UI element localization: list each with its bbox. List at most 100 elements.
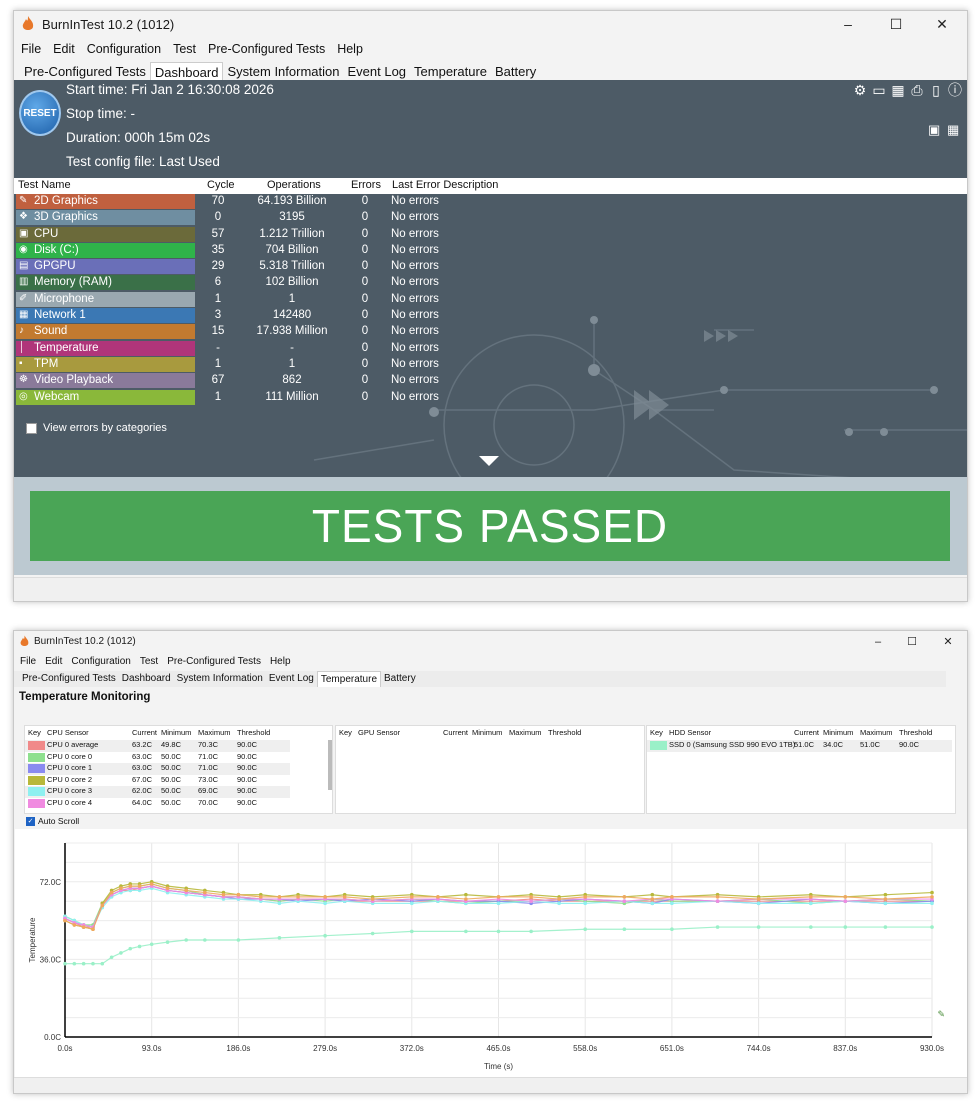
- menu-preconfigured-tests[interactable]: Pre-Configured Tests: [208, 42, 326, 56]
- test-operations: 3195: [279, 211, 305, 224]
- menu-edit[interactable]: Edit: [53, 42, 75, 56]
- save-icon[interactable]: ▦: [891, 82, 905, 98]
- series-point-4: [883, 901, 888, 906]
- window-view-icon[interactable]: ▣: [928, 122, 941, 137]
- menu-edit[interactable]: Edit: [45, 656, 63, 667]
- sensor-row[interactable]: SSD 0 (Samsung SSD 990 EVO 1TB) 51.0C 34.0…: [647, 740, 952, 752]
- test-row[interactable]: ❖ 3D Graphics 0 3195 0 No errors: [14, 210, 967, 226]
- tab-preconfigured-tests[interactable]: Pre-Configured Tests: [24, 64, 146, 79]
- col-last-error[interactable]: Last Error Description: [392, 179, 499, 191]
- help-icon[interactable]: ⓘ: [948, 82, 962, 98]
- tab-system-information[interactable]: System Information: [227, 64, 340, 79]
- minimize-button[interactable]: –: [874, 636, 882, 648]
- menu-test[interactable]: Test: [139, 656, 159, 667]
- series-point-6: [529, 895, 533, 899]
- view-errors-toggle[interactable]: View errors by categories: [26, 422, 167, 434]
- tab-battery[interactable]: Battery: [495, 64, 537, 79]
- sensor-row[interactable]: CPU 0 core 3 62.0C 50.0C 69.0C 90.0C: [25, 786, 290, 798]
- gpu-icon: ▤: [19, 260, 29, 272]
- view-errors-checkbox[interactable]: [26, 422, 37, 434]
- sensor-row[interactable]: CPU 0 core 4 64.0C 50.0C 70.0C 90.0C: [25, 798, 290, 810]
- series-point-6: [184, 888, 188, 893]
- col-cycle[interactable]: Cycle: [207, 179, 235, 191]
- network-icon: ▦: [19, 309, 29, 321]
- chart-options-icon[interactable]: ✎: [937, 1009, 945, 1019]
- series-point-7: [81, 961, 86, 966]
- test-row[interactable]: ♪ Sound 15 17.938 Million 0 No errors: [14, 324, 967, 340]
- tab-battery[interactable]: Battery: [384, 673, 416, 684]
- chip-icon: ▣: [19, 227, 29, 239]
- clipboard-icon[interactable]: ▯: [932, 82, 940, 98]
- auto-scroll-toggle[interactable]: ✓ Auto Scroll: [26, 816, 79, 826]
- test-row[interactable]: ◉ Disk (C:) 35 704 Billion 0 No errors: [14, 242, 967, 259]
- test-last-error: No errors: [391, 357, 439, 370]
- test-row[interactable]: ▪ TPM 1 1 0 No errors: [14, 356, 967, 373]
- print-icon[interactable]: ⎙: [911, 82, 923, 98]
- series-point-4: [756, 901, 761, 906]
- gpu-sensor-panel: Key GPU Sensor Current Minimum Maximum T…: [335, 725, 645, 814]
- menu-help[interactable]: Help: [269, 656, 291, 667]
- menu-file[interactable]: File: [20, 656, 37, 667]
- sensor-row[interactable]: CPU 0 core 1 63.0C 50.0C 71.0C 90.0C: [25, 763, 290, 775]
- series-point-4: [410, 901, 414, 906]
- test-row[interactable]: ◎ Webcam 1 111 Million 0 No errors: [14, 389, 967, 406]
- col-operations[interactable]: Operations: [267, 179, 321, 191]
- tab-dashboard[interactable]: Dashboard: [121, 673, 171, 684]
- chevron-down-icon[interactable]: [479, 456, 499, 466]
- tab-event-log[interactable]: Event Log: [347, 64, 407, 79]
- series-point-7: [622, 927, 627, 932]
- sensor-row[interactable]: CPU 0 core 0 63.0C 50.0C 71.0C 90.0C: [25, 752, 290, 764]
- menu-file[interactable]: File: [21, 42, 42, 56]
- test-row[interactable]: ✐ Microphone 1 1 0 No errors: [14, 291, 967, 308]
- series-point-7: [91, 961, 95, 966]
- tab-dashboard[interactable]: Dashboard: [149, 62, 224, 81]
- test-row[interactable]: ☸ Video Playback 67 862 0 No errors: [14, 373, 967, 389]
- series-point-6: [650, 897, 655, 901]
- test-row[interactable]: ✎ 2D Graphics 70 64.193 Billion 0 No errors: [14, 194, 967, 210]
- minimize-button[interactable]: –: [844, 16, 852, 32]
- hdd-sensor-header: Key HDD Sensor Current Minimum Maximum T…: [647, 728, 955, 738]
- grid-view-icon[interactable]: ▦: [947, 122, 960, 137]
- tab-temperature[interactable]: Temperature: [414, 64, 488, 79]
- test-errors: 0: [361, 276, 369, 289]
- series-point-6: [930, 895, 934, 899]
- cpu-panel-scrollbar[interactable]: [328, 740, 332, 790]
- close-button[interactable]: ✕: [943, 636, 953, 648]
- test-row[interactable]: ▥ Memory (RAM) 6 102 Billion 0 No errors: [14, 275, 967, 291]
- sensor-row[interactable]: CPU 0 core 2 67.0C 50.0C 73.0C 90.0C: [25, 775, 290, 787]
- reset-button[interactable]: RESET: [19, 90, 61, 136]
- settings-gear-icon[interactable]: ⚙: [853, 82, 867, 98]
- test-name-cell: │ Temperature: [16, 340, 195, 356]
- test-row[interactable]: ▤ GPGPU 29 5.318 Trillion 0 No errors: [14, 259, 967, 275]
- tab-temperature[interactable]: Temperature: [316, 671, 382, 687]
- menu-test[interactable]: Test: [173, 42, 196, 56]
- dashboard-panel: RESET Start time: Fri Jan 2 16:30:08 202…: [14, 80, 967, 575]
- monitor-icon[interactable]: ▭: [872, 82, 886, 98]
- menu-configuration[interactable]: Configuration: [86, 42, 162, 56]
- series-point-6: [165, 886, 170, 891]
- close-button[interactable]: ✕: [936, 16, 948, 32]
- auto-scroll-checkbox[interactable]: ✓: [26, 816, 35, 826]
- maximize-button[interactable]: ☐: [907, 636, 917, 648]
- menu-configuration[interactable]: Configuration: [71, 656, 131, 667]
- col-minimum: Minimum: [823, 728, 854, 737]
- test-row[interactable]: ▣ CPU 57 1.212 Trillion 0 No errors: [14, 226, 967, 243]
- test-row[interactable]: ▦ Network 1 3 142480 0 No errors: [14, 308, 967, 324]
- menu-help[interactable]: Help: [337, 42, 363, 56]
- test-name-cell: ▤ GPGPU: [16, 259, 195, 275]
- page-title: Temperature Monitoring: [19, 691, 151, 703]
- series-point-6: [410, 895, 414, 899]
- sensor-maximum: 70.0C: [198, 797, 219, 807]
- menu-preconfigured-tests[interactable]: Pre-Configured Tests: [167, 656, 261, 667]
- test-name-cell: ✎ 2D Graphics: [16, 194, 195, 209]
- test-row[interactable]: │ Temperature - - 0 No errors: [14, 340, 967, 357]
- maximize-button[interactable]: ☐: [889, 16, 903, 32]
- col-errors[interactable]: Errors: [351, 179, 381, 191]
- test-name: Network 1: [34, 309, 86, 322]
- tab-event-log[interactable]: Event Log: [268, 673, 314, 684]
- test-table-header: Test Name Cycle Operations Errors Last E…: [14, 178, 967, 194]
- tab-preconfigured-tests[interactable]: Pre-Configured Tests: [22, 673, 116, 684]
- sensor-row[interactable]: CPU 0 average 63.2C 49.8C 70.3C 90.0C: [25, 740, 290, 752]
- col-test-name[interactable]: Test Name: [18, 179, 71, 191]
- tab-system-information[interactable]: System Information: [176, 673, 263, 684]
